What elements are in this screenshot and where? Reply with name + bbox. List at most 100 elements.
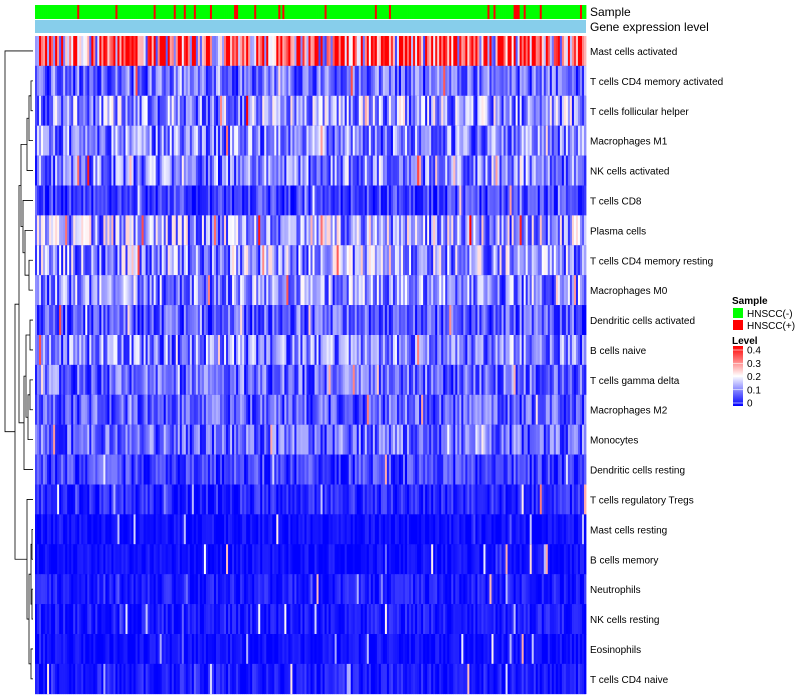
heatmap-cell: [378, 155, 382, 186]
heatmap-cell: [59, 65, 62, 97]
heatmap-cell: [330, 185, 334, 216]
heatmap-cell: [131, 95, 134, 126]
heatmap-cell: [189, 95, 193, 126]
heatmap-cell: [91, 245, 94, 276]
heatmap-cell: [376, 454, 380, 485]
heatmap-cell: [169, 424, 173, 455]
heatmap-cell: [441, 155, 444, 186]
heatmap-cell: [177, 484, 181, 515]
heatmap-cell: [358, 185, 362, 216]
heatmap-cell: [340, 275, 344, 306]
heatmap-cell: [529, 454, 533, 485]
heatmap-cell: [551, 275, 555, 306]
sample-annotation-cell: [129, 5, 132, 19]
heatmap-cell: [185, 335, 189, 366]
heatmap-cell: [91, 484, 94, 515]
heatmap-cell: [242, 335, 245, 366]
heatmap-cell: [497, 514, 500, 545]
heatmap-cell: [539, 275, 543, 306]
heatmap-cell: [242, 65, 245, 97]
heatmap-cell: [169, 335, 173, 366]
heatmap-cell: [242, 484, 245, 515]
heatmap-cell: [270, 275, 273, 306]
heatmap-cell: [350, 514, 354, 545]
heatmap-cell: [501, 65, 504, 97]
heatmap-cell: [332, 335, 336, 366]
heatmap-cell: [45, 335, 48, 366]
heatmap-cell: [306, 335, 309, 366]
heatmap-cell: [318, 185, 321, 216]
heatmap-cell: [165, 36, 169, 67]
heatmap-cell: [491, 394, 494, 425]
heatmap-cell: [314, 65, 317, 97]
sample-annotation-cell: [157, 5, 161, 19]
sample-annotation-cell: [103, 5, 106, 19]
heatmap-cell: [222, 454, 225, 485]
heatmap-cell: [306, 364, 309, 396]
heatmap-cell: [310, 125, 313, 156]
sample-annotation-cell: [109, 5, 112, 19]
heatmap-cell: [264, 185, 267, 216]
heatmap-cell: [272, 185, 275, 216]
heatmap-cell: [119, 155, 122, 186]
heatmap-cell: [563, 95, 567, 126]
heatmap-cell: [439, 245, 442, 276]
heatmap-cell: [272, 335, 275, 366]
heatmap-cell: [455, 305, 458, 336]
heatmap-cell: [87, 185, 90, 216]
heatmap-cell: [306, 394, 309, 425]
heatmap-cell: [220, 95, 223, 126]
heatmap-cell: [87, 155, 90, 186]
heatmap-cell: [563, 394, 567, 425]
heatmap-cell: [427, 454, 430, 485]
heatmap-cell: [69, 245, 72, 276]
sample-annotation-cell: [81, 5, 84, 19]
sample-annotation-cell: [304, 5, 307, 19]
heatmap-cell: [171, 275, 175, 306]
heatmap-cell: [475, 95, 478, 126]
heatmap-cell: [228, 245, 231, 276]
heatmap-cell: [503, 305, 506, 336]
heatmap-cell: [268, 275, 271, 306]
heatmap-cell: [350, 364, 354, 396]
heatmap-cell: [433, 65, 436, 97]
heatmap-cell: [507, 424, 510, 455]
heatmap-cell: [131, 275, 134, 306]
heatmap-cell: [346, 155, 350, 186]
heatmap-cell: [342, 424, 346, 455]
heatmap-cell: [95, 65, 98, 97]
heatmap-cell: [268, 514, 271, 545]
heatmap-cell: [51, 185, 54, 216]
heatmap-cell: [151, 215, 155, 246]
heatmap-cell: [230, 275, 233, 306]
heatmap-cell: [308, 65, 311, 97]
heatmap-cell: [75, 424, 78, 455]
heatmap-cell: [63, 335, 66, 366]
heatmap-cell: [571, 36, 575, 67]
heatmap-cell: [392, 484, 396, 515]
heatmap-cell: [324, 305, 327, 336]
heatmap-cell: [300, 424, 303, 455]
heatmap-cell: [324, 275, 327, 306]
heatmap-cell: [274, 335, 277, 366]
heatmap-cell: [320, 185, 323, 216]
heatmap-cell: [65, 484, 68, 515]
heatmap-cell: [161, 514, 165, 545]
sample-annotation-cell: [396, 5, 400, 19]
heatmap-cell: [139, 275, 142, 306]
heatmap-cell: [386, 514, 390, 545]
heatmap-cell: [145, 95, 149, 126]
heatmap-cell: [517, 36, 521, 67]
heatmap-cell: [99, 544, 102, 575]
heatmap-cell: [573, 335, 577, 366]
heatmap-cell: [87, 364, 90, 396]
heatmap-cell: [135, 305, 138, 336]
sample-annotation-cell: [248, 5, 251, 19]
heatmap-cell: [366, 454, 370, 485]
heatmap-cell: [306, 245, 309, 276]
heatmap-cell: [169, 394, 173, 425]
heatmap-cell: [304, 305, 307, 336]
heatmap-cell: [485, 335, 488, 366]
heatmap-cell: [93, 95, 96, 126]
heatmap-cell: [274, 305, 277, 336]
